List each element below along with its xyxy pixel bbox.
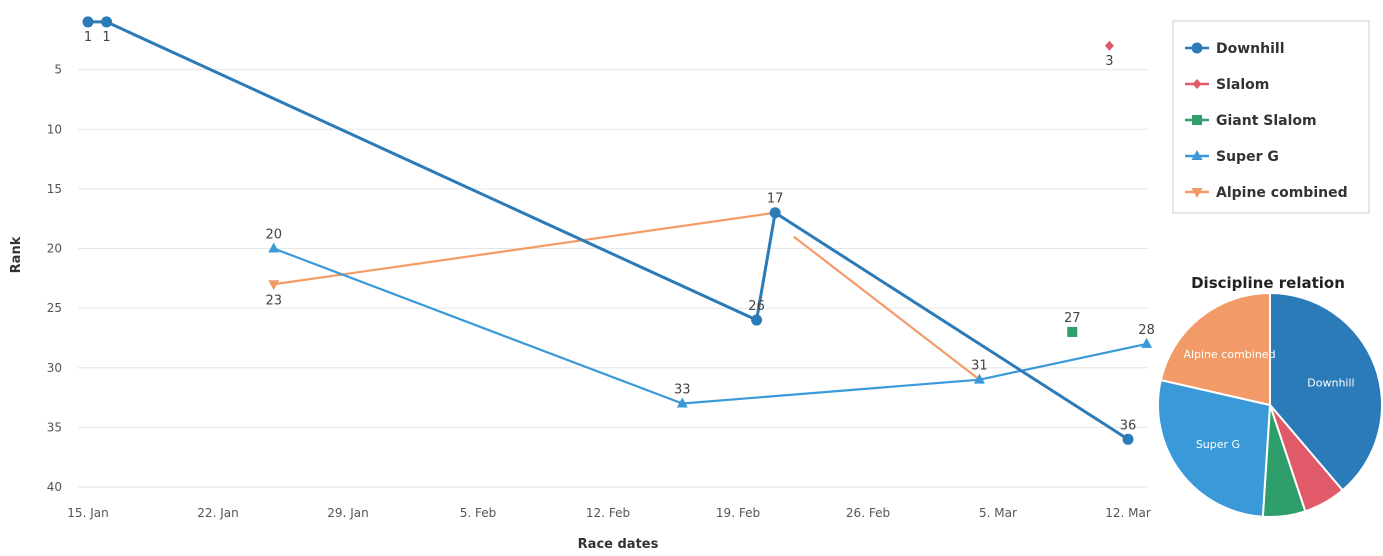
y-tick-label: 5 — [54, 63, 62, 77]
data-label: 33 — [674, 383, 691, 398]
legend-swatch-marker — [1191, 42, 1203, 54]
legend-swatch-marker — [1191, 188, 1203, 198]
data-label: 26 — [748, 299, 765, 314]
legend-item-alpine-combined[interactable]: Alpine combined — [1185, 185, 1348, 201]
gridlines — [78, 69, 1148, 488]
y-tick-label: 25 — [47, 301, 62, 315]
data-point-marker[interactable] — [268, 242, 280, 253]
pie-slice-label: Alpine combined — [1183, 348, 1275, 361]
x-tick-label: 26. Feb — [846, 506, 890, 520]
data-point-marker[interactable] — [973, 373, 985, 384]
legend-swatch-marker — [1191, 150, 1203, 160]
y-tick-label: 20 — [47, 242, 62, 256]
series-downhill: 1 1 26 17 36 — [82, 16, 1137, 445]
x-axis-title: Race dates — [578, 537, 659, 552]
legend-item-giant-slalom[interactable]: Giant Slalom — [1185, 113, 1317, 129]
series-line-super-g[interactable] — [273, 247, 1147, 405]
y-tick-label: 15 — [47, 182, 62, 196]
data-label: 1 — [102, 30, 110, 45]
pie-slice-label: Super G — [1196, 438, 1240, 451]
data-point-marker[interactable] — [1067, 326, 1078, 337]
series-super-g: 20 33 31 28 — [265, 228, 1155, 408]
data-point-marker[interactable] — [769, 207, 781, 219]
pie-slice-downhill[interactable] — [1269, 291, 1383, 492]
data-point-marker[interactable] — [101, 16, 113, 28]
axes: Race dates Rank 5 10 15 20 25 30 35 40 15. Jan 22… — [9, 63, 1151, 552]
data-point-marker[interactable] — [268, 280, 280, 291]
pie-chart: Discipline relation Downhill Super G Alpin… — [1157, 274, 1383, 518]
pie-slice-label: Downhill — [1307, 377, 1354, 390]
y-tick-label: 35 — [47, 420, 62, 434]
pie-slice-alpine-combined[interactable] — [1159, 291, 1271, 407]
legend-item-super-g[interactable]: Super G — [1185, 149, 1279, 165]
y-tick-label: 30 — [47, 361, 62, 375]
y-axis-title: Rank — [9, 236, 24, 273]
data-label: 27 — [1064, 311, 1081, 326]
data-label: 3 — [1105, 54, 1113, 69]
series-line-alpine-combined[interactable] — [793, 235, 981, 381]
legend-label: Downhill — [1216, 41, 1285, 57]
x-tick-label: 15. Jan — [67, 506, 108, 520]
x-tick-label: 5. Mar — [979, 506, 1017, 520]
pie-slice-super-g[interactable] — [1157, 378, 1272, 518]
data-point-marker[interactable] — [751, 314, 763, 326]
data-label: 36 — [1120, 418, 1137, 433]
data-point-marker[interactable] — [1122, 433, 1134, 445]
x-tick-label: 22. Jan — [197, 506, 238, 520]
data-point-marker[interactable] — [1141, 337, 1153, 348]
x-tick-label: 19. Feb — [716, 506, 760, 520]
data-label: 1 — [84, 30, 92, 45]
series-slalom: 3 — [1104, 40, 1114, 69]
x-tick-label: 5. Feb — [460, 506, 497, 520]
legend-item-slalom[interactable]: Slalom — [1185, 77, 1269, 93]
series-line-alpine-combined[interactable] — [273, 211, 776, 286]
legend[interactable]: Downhill Slalom Giant Slalom Super G Alpine … — [1172, 20, 1370, 214]
y-tick-label: 40 — [47, 480, 62, 494]
y-tick-label: 10 — [47, 122, 62, 136]
legend-item-downhill[interactable]: Downhill — [1185, 41, 1285, 57]
x-tick-label: 12. Feb — [586, 506, 630, 520]
legend-swatch-marker — [1192, 115, 1202, 125]
x-tick-label: 29. Jan — [327, 506, 368, 520]
legend-box — [1172, 20, 1370, 214]
data-point-marker[interactable] — [1104, 40, 1114, 51]
data-point-marker[interactable] — [82, 16, 94, 28]
x-tick-label: 12. Mar — [1105, 506, 1151, 520]
series: 23 20 33 31 28 1 1 26 17 36 3 27 — [82, 16, 1155, 445]
series-alpine-combined: 23 — [265, 211, 981, 381]
legend-label: Super G — [1216, 149, 1279, 165]
data-point-marker[interactable] — [676, 397, 688, 408]
series-line-downhill[interactable] — [88, 20, 1129, 441]
legend-swatch-marker — [1192, 79, 1202, 89]
data-label: 20 — [265, 228, 282, 243]
legend-label: Slalom — [1216, 77, 1269, 93]
series-giant-slalom: 27 — [1064, 311, 1081, 337]
legend-label: Giant Slalom — [1216, 113, 1317, 129]
data-label: 23 — [265, 293, 282, 308]
data-label: 28 — [1138, 323, 1155, 338]
data-label: 17 — [767, 192, 784, 207]
data-label: 31 — [971, 359, 988, 374]
legend-label: Alpine combined — [1216, 185, 1348, 201]
pie-title: Discipline relation — [1191, 274, 1345, 292]
